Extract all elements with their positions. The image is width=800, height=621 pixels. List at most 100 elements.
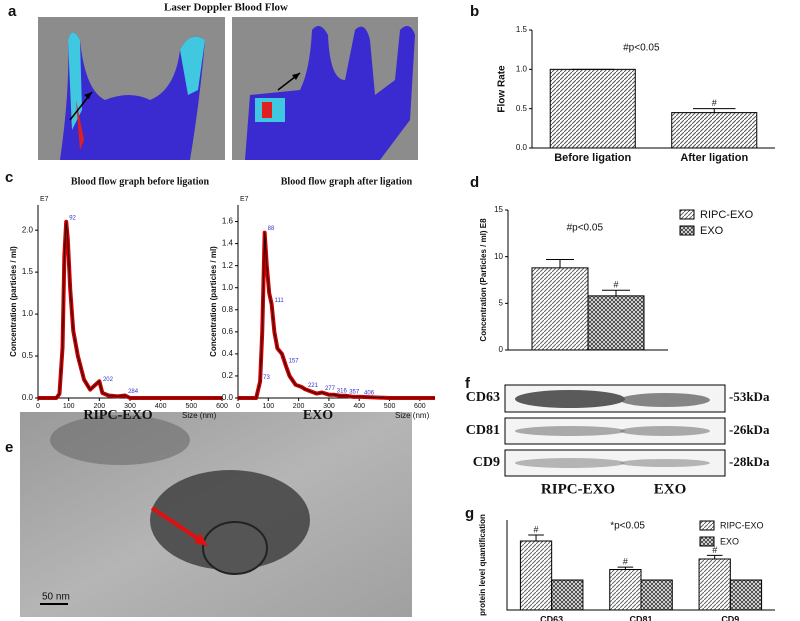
legend-label: RIPC-EXO	[700, 209, 754, 221]
axis	[237, 205, 435, 399]
size-label: -28kDa	[729, 454, 770, 469]
scale-label: E7	[240, 196, 249, 203]
panel-a-title: Laser Doppler Blood Flow	[164, 2, 288, 14]
x-tick-label: 500	[384, 403, 396, 410]
peak-label: 92	[69, 215, 76, 221]
line	[38, 221, 222, 399]
sig-mark: #	[712, 98, 717, 108]
x-tick-label: 100	[262, 403, 274, 410]
band-label: CD63	[466, 390, 500, 405]
lane-label: RIPC-EXO	[541, 481, 615, 497]
panel-label: a	[8, 3, 17, 20]
x-tick-label: 100	[63, 403, 75, 410]
panel-label: d	[470, 174, 479, 191]
annotation: *p<0.05	[610, 521, 645, 532]
legend-label: EXO	[720, 536, 739, 546]
bar	[640, 579, 673, 611]
y-axis-label: protein level quantification	[478, 514, 487, 616]
size-label: -53kDa	[729, 389, 770, 404]
x-tick-label: 600	[414, 403, 426, 410]
x-tick-label: CD63	[540, 614, 563, 621]
y-tick-label: 0.0	[22, 393, 34, 402]
peak-label: 202	[103, 377, 114, 383]
sig-mark: #	[534, 524, 539, 534]
annotation: #p<0.05	[567, 223, 604, 234]
annotation: #p<0.05	[623, 43, 660, 54]
lane-label: EXO	[654, 481, 687, 497]
peak-label: 316	[337, 388, 348, 394]
peak-label: 406	[364, 390, 375, 396]
x-tick-label: 500	[185, 403, 197, 410]
y-tick-label: 0.2	[222, 371, 234, 380]
bar	[671, 112, 758, 149]
peak-label: 88	[268, 226, 275, 232]
size-label: -26kDa	[729, 422, 770, 437]
bar	[698, 558, 731, 611]
panel-label: c	[5, 169, 13, 186]
x-axis-label: Size (nm)	[395, 411, 430, 420]
sample-label: RIPC-EXO	[83, 408, 152, 423]
peak-label: 111	[275, 298, 285, 304]
sample-label: EXO	[303, 408, 333, 423]
sig-mark: #	[613, 280, 618, 290]
line-band	[238, 230, 435, 400]
x-tick-label: 400	[155, 403, 167, 410]
error-bar	[602, 289, 630, 296]
band-label: CD81	[466, 423, 500, 438]
x-tick-label: 0	[36, 403, 40, 410]
error-bar	[546, 258, 574, 268]
x-tick-label: Before ligation	[554, 152, 631, 164]
y-tick-label: 1.0	[22, 309, 34, 318]
sig-mark: #	[623, 556, 628, 566]
peak-label: 357	[349, 389, 360, 395]
line	[238, 232, 435, 399]
x-tick-label: 200	[293, 403, 305, 410]
panel-label: g	[465, 505, 474, 522]
y-tick-label: 0.5	[516, 104, 528, 113]
x-tick-label: CD9	[721, 614, 739, 621]
band-label: CD9	[473, 455, 500, 470]
legend-swatch	[699, 536, 715, 547]
error-bar	[617, 566, 634, 570]
legend-swatch	[679, 209, 695, 220]
sig-mark: #	[712, 545, 717, 555]
y-tick-label: 1.6	[222, 217, 234, 226]
y-axis-label: Concentration (particles / ml)	[209, 246, 218, 357]
y-tick-label: 1.5	[22, 267, 34, 276]
y-tick-label: 1.5	[516, 25, 528, 34]
x-tick-label: After ligation	[680, 152, 748, 164]
bar	[551, 579, 584, 611]
panel-label: e	[5, 439, 13, 456]
y-axis-label: Concentration (particles / ml)	[9, 246, 18, 357]
y-tick-label: 0	[499, 345, 504, 354]
legend-swatch	[699, 520, 715, 531]
bar	[729, 579, 763, 611]
peak-label: 221	[308, 383, 319, 389]
y-tick-label: 1.2	[222, 261, 234, 270]
legend-label: EXO	[700, 225, 724, 237]
y-tick-label: 5	[499, 298, 504, 307]
x-tick-label: 400	[353, 403, 365, 410]
western-blot	[504, 384, 726, 477]
x-tick-label: 300	[323, 403, 335, 410]
panel-label: b	[470, 3, 479, 20]
legend-swatch	[679, 225, 695, 236]
error-bar	[706, 554, 723, 559]
peak-label: 277	[325, 386, 336, 392]
bar	[587, 295, 645, 351]
chart-title: Blood flow graph before ligation	[71, 176, 210, 187]
y-tick-label: 0.0	[516, 143, 528, 152]
panel-label: f	[465, 375, 471, 392]
line-band	[38, 219, 222, 400]
peak-label: 284	[128, 389, 139, 395]
axis	[506, 520, 775, 611]
x-tick-label: CD81	[629, 614, 652, 621]
legend-label: RIPC-EXO	[720, 520, 764, 530]
error-bar	[528, 534, 544, 541]
y-tick-label: 0.0	[222, 393, 234, 402]
chart-title: Blood flow graph after ligation	[281, 176, 413, 187]
doppler-images	[38, 17, 418, 160]
tem-image	[20, 412, 412, 617]
bar	[531, 267, 589, 351]
